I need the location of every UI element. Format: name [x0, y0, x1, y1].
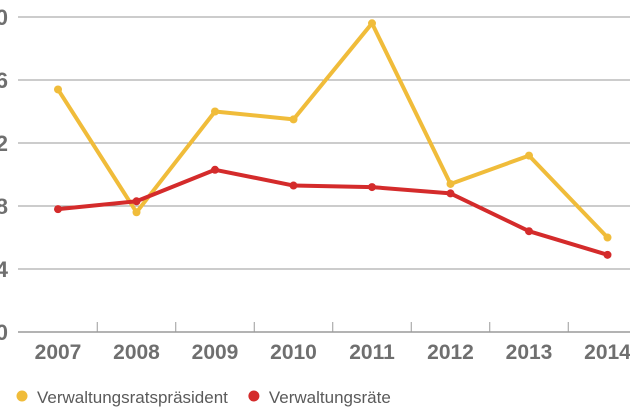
legend-label: Verwaltungsratspräsident	[37, 388, 228, 407]
data-point	[368, 183, 376, 192]
series-lines	[54, 19, 612, 259]
y-tick-label: 16	[0, 68, 8, 93]
legend: Verwaltungsratspräsident Verwaltungsräte	[16, 388, 391, 407]
data-point	[603, 233, 612, 242]
legend-marker	[16, 390, 28, 402]
data-point	[603, 250, 612, 259]
data-point	[211, 107, 219, 116]
data-point	[525, 151, 533, 160]
y-tick-label: 8	[0, 194, 8, 219]
data-point	[54, 205, 62, 214]
x-tick-label: 2012	[427, 341, 474, 364]
data-point	[525, 227, 533, 236]
data-point	[446, 179, 455, 188]
data-point	[289, 115, 298, 124]
data-point	[211, 165, 219, 174]
x-tick-label: 2013	[506, 341, 553, 364]
data-point	[54, 85, 62, 94]
x-tick-label: 2009	[192, 341, 239, 364]
data-point	[132, 197, 141, 206]
series-line-2	[56, 167, 610, 257]
x-tick-label: 2014	[584, 341, 630, 364]
x-tick-label: 2010	[270, 341, 317, 364]
y-axis-tick-labels: 0 4 8 12 16 20	[0, 5, 9, 345]
y-tick-label: 0	[0, 320, 8, 345]
data-point	[132, 208, 141, 217]
series-line-1	[56, 21, 610, 240]
legend-label: Verwaltungsräte	[269, 388, 391, 407]
x-tick-label: 2008	[113, 341, 160, 364]
gridlines	[18, 16, 630, 333]
data-point	[289, 181, 298, 190]
legend-marker	[248, 390, 260, 402]
x-tick-label: 2007	[35, 341, 82, 364]
x-tick-label: 2011	[349, 341, 395, 364]
y-tick-label: 20	[0, 5, 8, 30]
y-tick-label: 12	[0, 131, 8, 156]
data-point	[446, 189, 455, 198]
data-point	[368, 19, 376, 28]
y-tick-label: 4	[0, 257, 9, 282]
x-axis: 2007 2008 2009 2010 2011 2012 2013 2014	[35, 322, 630, 364]
